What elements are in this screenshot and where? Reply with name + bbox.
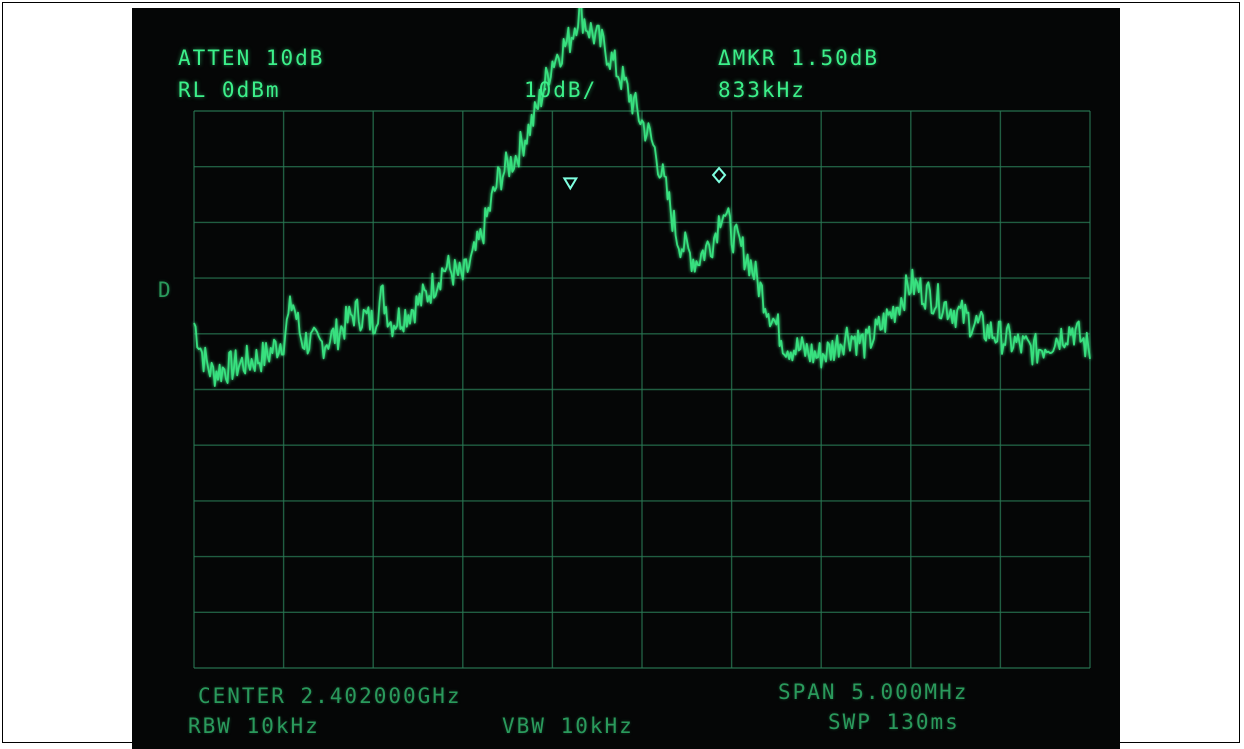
sweep-time-readout: SWP 130ms: [828, 710, 960, 734]
spectrum-plot: [193, 8, 1091, 669]
display-line-label: D: [158, 278, 173, 302]
scale-readout: 10dB/: [524, 78, 598, 102]
reference-marker: [562, 177, 579, 191]
span-readout: SPAN 5.000MHz: [778, 680, 969, 704]
center-frequency-readout: CENTER 2.402000GHz: [198, 684, 462, 708]
rbw-readout: RBW 10kHz: [188, 714, 320, 738]
delta-marker-frequency: 833kHz: [718, 78, 806, 102]
atten-readout: ATTEN 10dB: [178, 46, 325, 70]
delta-marker: [711, 166, 727, 184]
vbw-readout: VBW 10kHz: [502, 714, 634, 738]
spectrum-trace: [193, 8, 1091, 387]
delta-marker-amplitude: ΔMKR 1.50dB: [718, 46, 880, 70]
analyzer-screen: ATTEN 10dB RL 0dBm 10dB/ ΔMKR 1.50dB 833…: [132, 8, 1120, 749]
ref-level-readout: RL 0dBm: [178, 78, 281, 102]
